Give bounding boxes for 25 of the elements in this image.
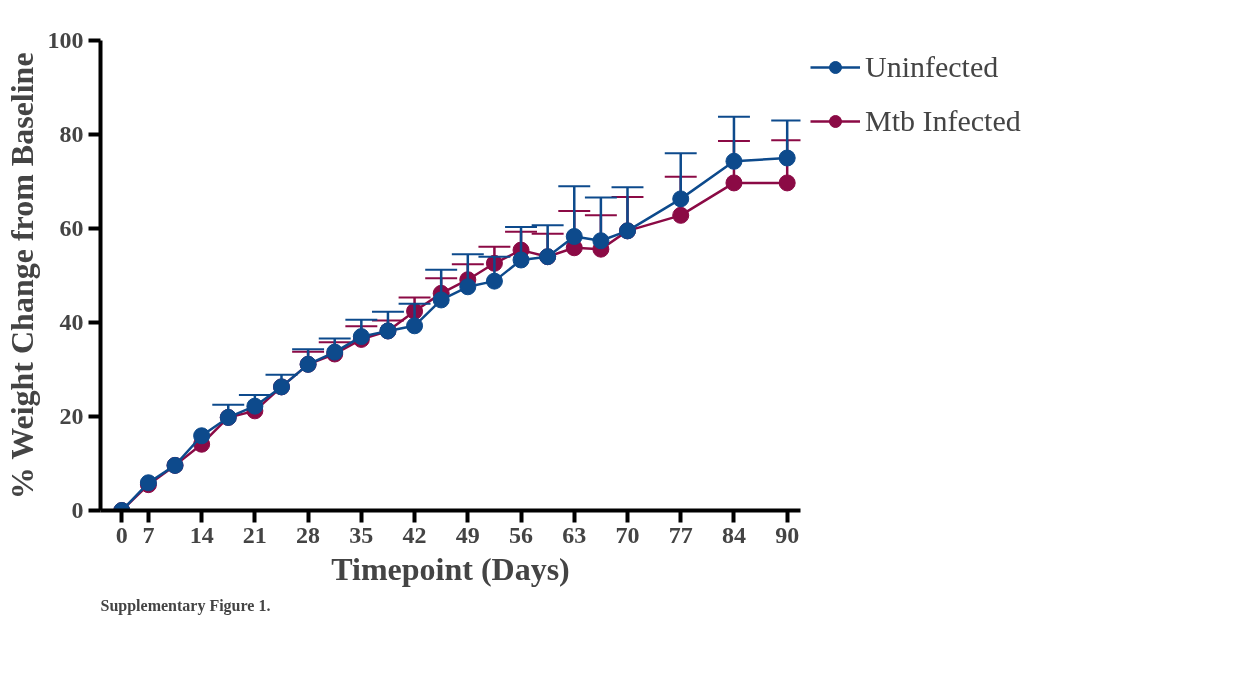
y-axis-title: % Weight Change from Baseline xyxy=(3,52,40,500)
x-tick-label: 84 xyxy=(721,521,746,548)
y-tick-label: 40 xyxy=(59,309,84,335)
y-tick-label: 60 xyxy=(59,215,84,241)
x-tick-label: 90 xyxy=(775,521,800,548)
text: Supplementary Figure 1. xyxy=(100,596,271,615)
x-tick-label: 0 xyxy=(115,521,128,548)
y-tick-label: 100 xyxy=(47,27,84,53)
legend-label: Mtb Infected xyxy=(865,104,1021,138)
y-tick-label: 20 xyxy=(59,403,84,429)
x-tick-label: 42 xyxy=(402,521,427,548)
x-tick-label: 49 xyxy=(455,521,480,548)
y-tick-label: 0 xyxy=(71,497,84,523)
x-tick-label: 56 xyxy=(509,521,534,548)
x-tick-label: 35 xyxy=(349,521,374,548)
legend-label: Uninfected xyxy=(865,50,999,84)
x-tick-label: 63 xyxy=(562,521,587,548)
x-tick-label: 7 xyxy=(142,521,155,548)
x-axis-title: Timepoint (Days) xyxy=(331,550,570,587)
y-tick-label: 80 xyxy=(59,121,84,147)
x-tick-label: 70 xyxy=(615,521,640,548)
x-tick-label: 77 xyxy=(668,521,693,548)
x-tick-label: 21 xyxy=(242,521,267,548)
x-tick-label: 28 xyxy=(296,521,321,548)
x-tick-label: 14 xyxy=(189,521,214,548)
